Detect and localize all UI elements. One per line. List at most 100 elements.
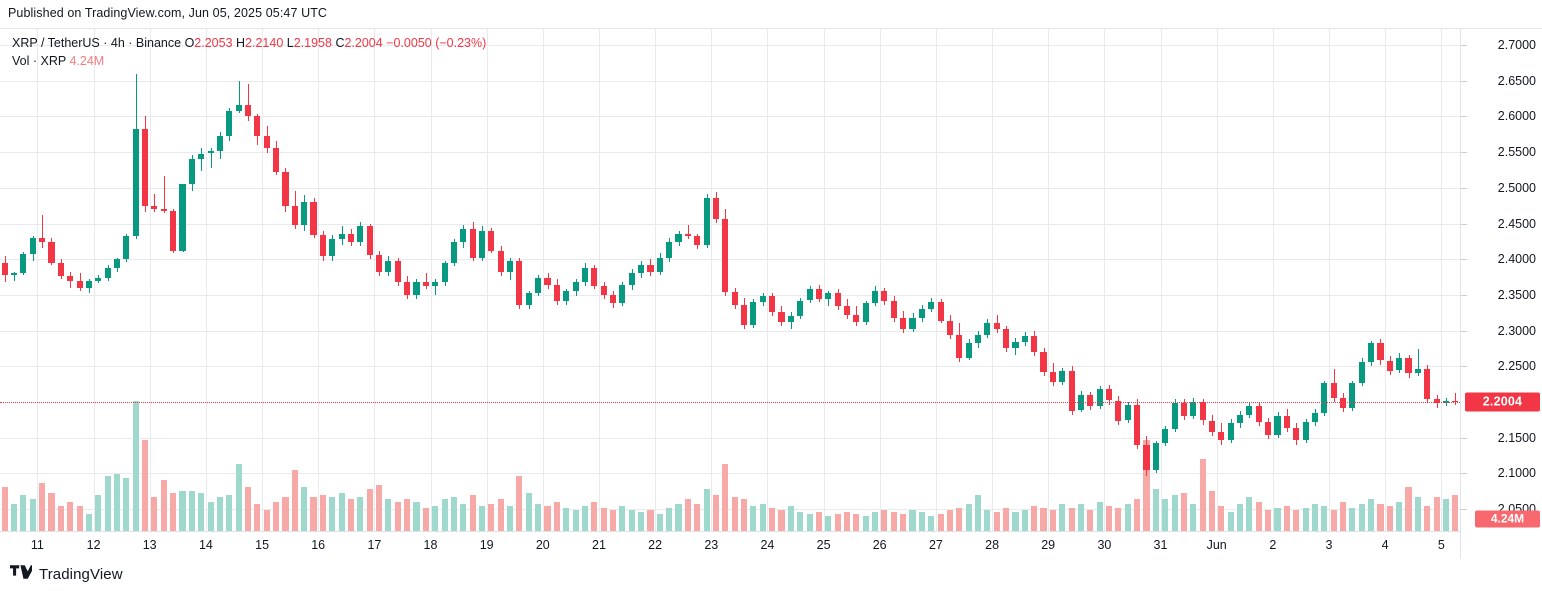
candle-body (825, 293, 832, 300)
candle-body (235, 105, 242, 111)
candle-body (843, 306, 851, 315)
price-axis-tick (1461, 223, 1467, 225)
volume-bar (207, 501, 214, 531)
candle-body (535, 277, 542, 294)
volume-bar (347, 499, 355, 531)
last-volume-badge[interactable]: 4.24M (1475, 510, 1540, 528)
volume-bar (413, 501, 420, 531)
volume-bar (469, 495, 476, 531)
volume-bar (1424, 505, 1431, 531)
gridline-horizontal (0, 294, 1460, 296)
candle-wick (1455, 393, 1456, 405)
candle-body (488, 230, 495, 251)
volume-bar (1377, 503, 1384, 531)
candle-wick (211, 147, 212, 168)
volume-bar (113, 474, 121, 531)
gridline-horizontal (0, 366, 1460, 368)
gridline-vertical (318, 29, 319, 531)
volume-bar (160, 480, 167, 531)
gridline-vertical (37, 29, 38, 531)
candle-body (104, 267, 111, 278)
candle-body (20, 254, 27, 273)
volume-bar (170, 493, 177, 531)
volume-bar (20, 495, 27, 531)
gridline-vertical (150, 29, 151, 531)
candle-body (1293, 427, 1300, 441)
candle-body (1424, 369, 1431, 400)
volume-bar (235, 463, 242, 531)
candle-body (1162, 429, 1169, 444)
candle-body (1115, 400, 1122, 421)
candle-body (1377, 343, 1384, 361)
volume-bar (198, 493, 205, 531)
volume-bar (666, 507, 673, 531)
volume-bar (1405, 486, 1412, 531)
candle-wick (154, 193, 155, 213)
candle-body (1031, 336, 1038, 352)
volume-bar (1199, 459, 1206, 531)
volume-bar (1143, 440, 1150, 531)
volume-bar (1321, 505, 1328, 531)
candle-body (291, 206, 298, 225)
price-axis-label: 2.4500 (1497, 216, 1536, 231)
gridline-vertical (1329, 29, 1330, 531)
last-price-badge[interactable]: 2.2004 (1465, 392, 1540, 412)
last-price-line (0, 401, 1460, 403)
gridline-horizontal (0, 80, 1460, 82)
gridline-vertical (374, 29, 375, 531)
volume-bar (432, 505, 439, 531)
volume-bar (263, 509, 270, 531)
candle-body (1405, 357, 1412, 374)
time-axis-label: 26 (872, 538, 887, 552)
volume-bar (843, 512, 851, 531)
candle-body (113, 259, 121, 268)
time-axis-label: 18 (423, 538, 438, 552)
candle-body (347, 233, 355, 243)
candle-body (647, 264, 654, 272)
candle-body (338, 233, 345, 240)
candle-body (179, 184, 186, 251)
price-axis-tick (1461, 259, 1467, 261)
candle-body (319, 234, 326, 257)
chart-pane[interactable] (0, 29, 1460, 531)
candle-body (544, 277, 551, 285)
candle-body (226, 110, 233, 137)
time-axis-label: 20 (535, 538, 550, 552)
time-axis-label: 16 (311, 538, 326, 552)
time-axis-label: 30 (1097, 538, 1112, 552)
volume-bar (872, 512, 879, 531)
volume-bar (1012, 512, 1019, 531)
candle-body (1049, 371, 1056, 382)
volume-bar (825, 516, 832, 531)
volume-bar (450, 497, 457, 531)
time-axis[interactable]: 11 12 13 14 15 16 17 18 19 20 21 22 23 24 25 26 27 28 29 30… (0, 531, 1460, 559)
volume-bar (357, 497, 364, 531)
tradingview-logo-icon (10, 565, 36, 584)
gridline-horizontal (0, 437, 1460, 439)
price-axis-tick (1461, 152, 1467, 154)
volume-bar (11, 503, 18, 531)
volume-bar (273, 501, 280, 531)
volume-bar (1180, 493, 1187, 531)
gridline-vertical (655, 29, 656, 531)
candle-body (132, 129, 139, 237)
candle-body (1218, 431, 1225, 441)
volume-bar (1218, 505, 1225, 531)
candle-body (1274, 416, 1281, 435)
price-axis-label: 2.2500 (1497, 359, 1536, 374)
volume-bar (104, 476, 111, 531)
gridline-horizontal (0, 223, 1460, 225)
candle-body (1208, 420, 1216, 432)
price-axis[interactable]: 2.7000 2.6500 2.6000 2.5500 2.5000 2.4500 2.40… (1460, 29, 1542, 559)
volume-bar (1442, 499, 1450, 531)
gridline-vertical (880, 29, 881, 531)
candle-body (478, 230, 486, 258)
candle-body (778, 312, 785, 322)
candle-body (441, 263, 448, 282)
candle-body (815, 289, 822, 300)
volume-bar (57, 505, 64, 531)
candle-wick (688, 224, 689, 240)
price-axis-tick (1461, 116, 1467, 118)
candle-body (619, 284, 626, 304)
candle-body (741, 304, 748, 325)
